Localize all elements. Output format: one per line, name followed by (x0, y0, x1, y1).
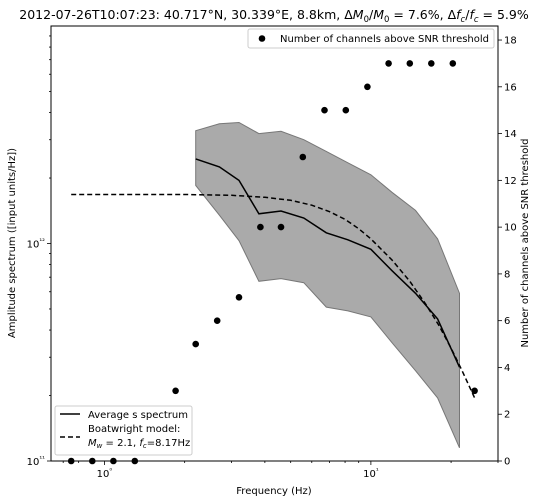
snr-channel-point (321, 106, 328, 114)
y-tick-label: 10¹² (27, 238, 46, 251)
legend-model-label: Boatwright model: (88, 424, 180, 435)
chart-title: 2012-07-26T10:07:23: 40.717°N, 30.339°E,… (19, 7, 529, 25)
y-axis-left: 10¹¹ 10¹² (27, 35, 51, 468)
legend-model-params: Mw = 2.1, fc=8.17Hz (88, 438, 190, 450)
y2-tick-label: 2 (504, 410, 510, 421)
legend-upper-label: Number of channels above SNR threshold (280, 34, 489, 45)
y-axis-right: 0 2 4 6 8 10 12 14 16 18 (498, 36, 517, 468)
y2-tick-label: 6 (504, 316, 510, 327)
x-axis: 10⁰ 10¹ (62, 461, 499, 480)
y2-tick-label: 14 (504, 129, 517, 140)
y2-tick-label: 0 (504, 457, 510, 468)
snr-channel-point (213, 317, 221, 325)
snr-channel-point (449, 60, 457, 67)
snr-channel-point (235, 294, 243, 301)
snr-channel-point (342, 106, 350, 114)
spread-band (195, 121, 460, 449)
y2-tick-label: 10 (504, 223, 517, 234)
snr-channel-point (385, 60, 392, 67)
y2-tick-label: 8 (504, 269, 510, 280)
snr-channel-point (364, 83, 371, 91)
x-axis-label: Frequency (Hz) (236, 486, 312, 497)
legend-upper-box (247, 28, 495, 49)
y2-tick-label: 4 (504, 363, 510, 374)
legend-lower-box (54, 405, 193, 456)
y2-tick-label: 12 (504, 176, 517, 187)
y2-tick-label: 16 (504, 82, 517, 93)
snr-channel-point (428, 60, 435, 67)
x-tick-label: 10¹ (363, 467, 379, 480)
y2-tick-label: 18 (504, 36, 517, 47)
average-spectrum-line (195, 158, 461, 368)
y-axis-label: Amplitude spectrum ([input units/Hz]) (7, 148, 18, 338)
snr-channel-point (257, 223, 264, 231)
plot-area (67, 60, 478, 465)
snr-channel-point (406, 60, 414, 67)
legend-average-label: Average s spectrum (88, 410, 188, 421)
snr-channel-point (299, 153, 307, 161)
x-tick-label: 10⁰ (97, 467, 113, 480)
legend-upper-marker (258, 35, 266, 42)
boatwright-model-line (71, 193, 476, 399)
snr-channel-point (192, 340, 199, 348)
y2-axis-label: Number of channels above SNR threshold (520, 138, 531, 347)
legend-upper: Number of channels above SNR threshold (247, 28, 495, 49)
y-tick-label: 10¹¹ (27, 455, 46, 468)
snr-channel-point (172, 387, 179, 395)
snr-channel-point (277, 223, 285, 231)
legend-lower: Average s spectrum Boatwright model: Mw … (54, 405, 193, 456)
snr-channel-point (471, 387, 478, 395)
